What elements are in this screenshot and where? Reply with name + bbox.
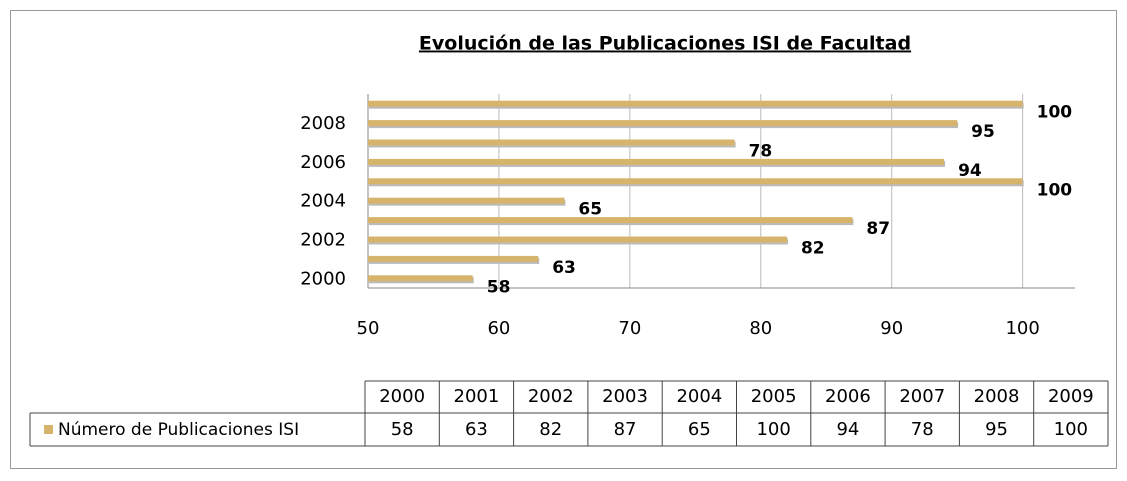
y-tick-label: 2004 (300, 191, 346, 212)
bar (368, 100, 1023, 107)
x-tick-label: 100 (1005, 318, 1039, 339)
bar (368, 139, 735, 146)
legend-swatch (44, 425, 53, 434)
table-value: 65 (688, 419, 711, 440)
data-label: 65 (578, 200, 602, 220)
table-header: 2003 (602, 386, 648, 407)
table-value: 100 (1054, 419, 1088, 440)
table-value: 58 (391, 419, 414, 440)
data-label: 78 (749, 142, 773, 162)
chart-title: Evolución de las Publicaciones ISI de Fa… (419, 33, 911, 55)
y-tick-label: 2000 (300, 268, 346, 289)
table-header: 2006 (825, 386, 871, 407)
y-tick-label: 2002 (300, 230, 346, 251)
table-header: 2004 (676, 386, 722, 407)
data-label: 82 (801, 239, 825, 259)
table-value: 63 (465, 419, 488, 440)
table-header: 2007 (899, 386, 945, 407)
y-tick-label: 2006 (300, 152, 346, 173)
bar (368, 178, 1023, 185)
x-tick-label: 80 (749, 318, 772, 339)
table-header: 2000 (379, 386, 425, 407)
data-label: 95 (971, 122, 995, 142)
data-label: 94 (958, 161, 982, 181)
table-value: 95 (985, 419, 1008, 440)
table-header: 2008 (974, 386, 1020, 407)
table-header: 2005 (751, 386, 797, 407)
table-value: 87 (614, 419, 637, 440)
table-header: 2002 (528, 386, 574, 407)
bar (368, 158, 945, 165)
bar (368, 275, 473, 282)
data-label: 100 (1037, 103, 1073, 123)
x-tick-label: 50 (357, 318, 380, 339)
bar (368, 120, 958, 127)
data-label: 63 (552, 258, 576, 278)
x-tick-label: 60 (487, 318, 510, 339)
bar (368, 236, 787, 243)
bar (368, 255, 539, 262)
legend-label: Número de Publicaciones ISI (58, 420, 299, 440)
y-tick-label: 2008 (300, 113, 346, 134)
table-value: 78 (911, 419, 934, 440)
bar (368, 217, 853, 224)
table-header: 2001 (454, 386, 500, 407)
table-value: 100 (756, 419, 790, 440)
table-value: 94 (836, 419, 859, 440)
x-tick-label: 70 (618, 318, 641, 339)
data-label: 87 (866, 219, 890, 239)
data-label: 58 (487, 277, 511, 297)
table-value: 82 (539, 419, 562, 440)
data-label: 100 (1037, 180, 1073, 200)
x-tick-label: 90 (880, 318, 903, 339)
bar (368, 197, 565, 204)
table-header: 2009 (1048, 386, 1094, 407)
